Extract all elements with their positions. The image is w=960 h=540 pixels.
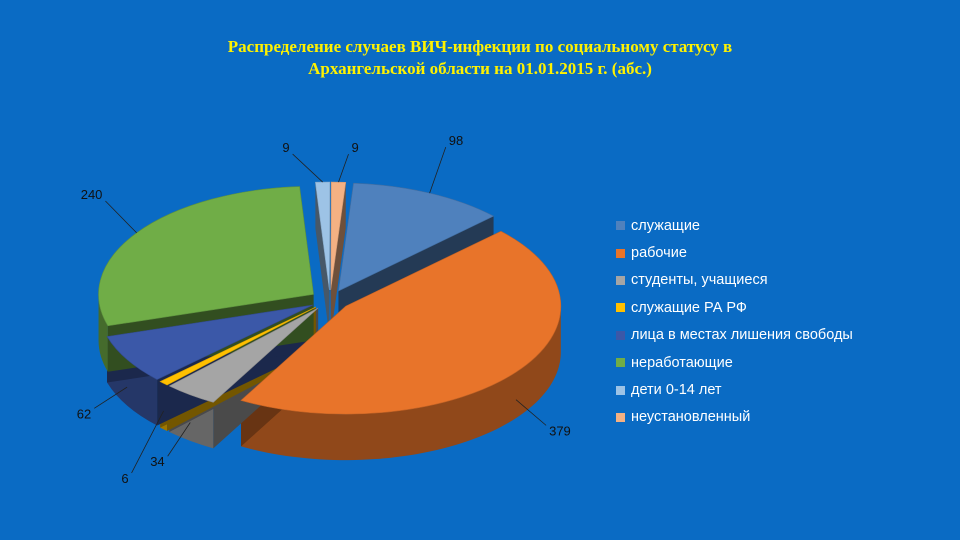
leader-line-2 [167,422,191,457]
legend-swatch-3 [616,303,625,313]
legend-label-5: неработающие [631,354,733,371]
data-label-4: 62 [77,406,91,421]
legend-item-7: неустановленный [616,404,853,431]
legend-label-2: студенты, учащиеся [631,272,768,289]
legend-item-0: служащие [616,212,853,239]
leader-line-4 [94,386,128,409]
pie-side-1 [241,306,561,461]
pie-slice-0 [338,182,495,292]
leader-line-3 [131,410,164,474]
leader-line-0 [429,146,447,194]
legend-item-5: неработающие [616,349,853,376]
legend-swatch-5 [616,358,625,368]
legend-label-4: лица в местах лишения свободы [631,327,853,344]
legend-swatch-6 [616,385,625,395]
pie-side-5 [98,294,108,372]
legend-swatch-1 [616,248,625,258]
data-label-2: 34 [150,454,164,469]
data-label-0: 98 [449,133,463,148]
leader-line-6 [292,153,323,183]
pie-slice-3 [159,306,316,386]
chart-title: Распределение случаев ВИЧ-инфекции по со… [80,36,880,80]
legend-swatch-0 [616,221,625,231]
legend-item-2: студенты, учащиеся [616,267,853,294]
data-label-7: 9 [352,140,359,155]
chart-legend: служащие рабочие студенты, учащиеся служащи… [616,212,853,431]
legend-item-4: лица в местах лишения свободы [616,322,853,349]
pie-tops [98,181,562,415]
legend-item-1: рабочие [616,239,853,266]
legend-item-6: дети 0-14 лет [616,376,853,403]
legend-swatch-2 [616,275,625,285]
legend-item-3: служащие РА РФ [616,294,853,321]
pie-cut-6-0 [315,182,330,337]
legend-label-6: дети 0-14 лет [631,382,722,399]
pie-slice-2 [168,307,319,403]
legend-swatch-7 [616,412,625,422]
leader-line-7 [338,153,349,183]
legend-swatch-4 [616,330,625,340]
data-label-6: 9 [282,140,289,155]
data-label-1: 379 [549,423,571,438]
legend-label-3: служащие РА РФ [631,299,747,316]
legend-label-7: неустановленный [631,409,751,426]
leader-line-1 [515,399,547,426]
data-label-3: 6 [121,471,128,486]
data-label-5: 240 [81,187,103,202]
pie-slice-4 [106,304,313,380]
leader-line-5 [105,200,137,234]
chart-title-line-1: Распределение случаев ВИЧ-инфекции по со… [227,37,733,56]
pie-cut-7-1 [330,182,346,337]
pie-slice-6 [315,181,331,291]
chart-title-line-2: Архангельской области на 01.01.2015 г. (… [308,59,652,78]
pie-slice-1 [240,230,562,415]
legend-label-0: служащие [631,217,700,234]
legend-label-1: рабочие [631,245,687,262]
